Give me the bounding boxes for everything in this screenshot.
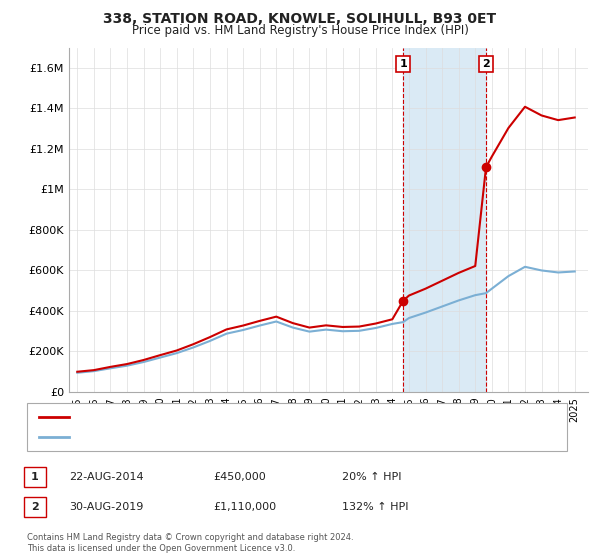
Text: 2: 2: [482, 59, 490, 69]
Text: Contains HM Land Registry data © Crown copyright and database right 2024.
This d: Contains HM Land Registry data © Crown c…: [27, 533, 353, 553]
Bar: [403, 48, 486, 392]
Text: 20% ↑ HPI: 20% ↑ HPI: [342, 472, 401, 482]
Text: 132% ↑ HPI: 132% ↑ HPI: [342, 502, 409, 512]
Text: HPI: Average price, detached house, Solihull: HPI: Average price, detached house, Soli…: [75, 432, 296, 442]
Text: 1: 1: [31, 472, 38, 482]
Text: 30-AUG-2019: 30-AUG-2019: [69, 502, 143, 512]
Text: £450,000: £450,000: [213, 472, 266, 482]
Text: 22-AUG-2014: 22-AUG-2014: [69, 472, 143, 482]
Text: 338, STATION ROAD, KNOWLE, SOLIHULL, B93 0ET (detached house): 338, STATION ROAD, KNOWLE, SOLIHULL, B93…: [75, 412, 416, 422]
Text: 338, STATION ROAD, KNOWLE, SOLIHULL, B93 0ET: 338, STATION ROAD, KNOWLE, SOLIHULL, B93…: [103, 12, 497, 26]
Text: £1,110,000: £1,110,000: [213, 502, 276, 512]
Text: Price paid vs. HM Land Registry's House Price Index (HPI): Price paid vs. HM Land Registry's House …: [131, 24, 469, 36]
Text: 2: 2: [31, 502, 38, 512]
Text: 1: 1: [399, 59, 407, 69]
